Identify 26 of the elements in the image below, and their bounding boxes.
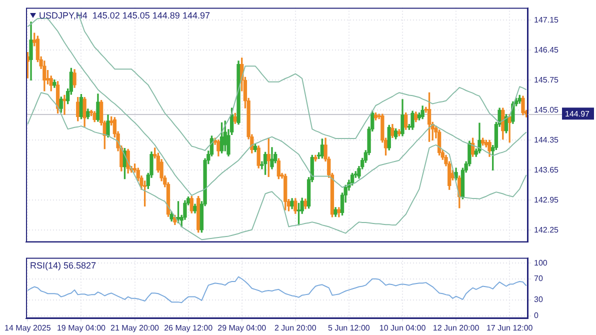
candlestick xyxy=(62,94,66,115)
ref-line-label: 144.97 xyxy=(565,109,590,118)
x-tick-label: 19 May 04:00 xyxy=(56,323,106,332)
y-tick-label: 147.15 xyxy=(534,15,560,24)
y-tick-label: 70 xyxy=(534,274,544,284)
y-tick-label: 143.65 xyxy=(534,165,560,174)
x-tick-label: 10 Jun 04:00 xyxy=(379,323,426,332)
x-tick-label: 12 Jun 20:00 xyxy=(432,323,480,332)
y-tick-label: 30 xyxy=(534,295,544,304)
chart-title: USDJPY,H4 145.02 145.05 144.89 144.97 xyxy=(39,10,210,20)
chart-title: RSI(14) 56.5827 xyxy=(30,260,96,270)
y-tick-label: 0 xyxy=(534,310,539,320)
y-tick-label: 142.25 xyxy=(534,225,560,234)
x-tick-label: 26 May 12:00 xyxy=(164,323,214,332)
x-tick-label: 17 Jun 12:00 xyxy=(486,323,534,332)
x-tick-label: 21 May 20:00 xyxy=(110,323,160,332)
y-tick-label: 142.95 xyxy=(534,195,560,204)
y-tick-label: 146.45 xyxy=(534,45,560,54)
x-tick-label: 29 May 04:00 xyxy=(218,323,267,332)
x-tick-label: 14 May 2025 xyxy=(4,323,52,332)
x-tick-label: 5 Jun 12:00 xyxy=(328,323,370,332)
y-tick-label: 100 xyxy=(534,258,548,268)
y-tick-label: 145.05 xyxy=(534,105,560,114)
y-tick-label: 145.75 xyxy=(534,75,560,84)
x-tick-label: 2 Jun 20:00 xyxy=(274,323,317,332)
y-tick-label: 144.35 xyxy=(534,135,560,144)
